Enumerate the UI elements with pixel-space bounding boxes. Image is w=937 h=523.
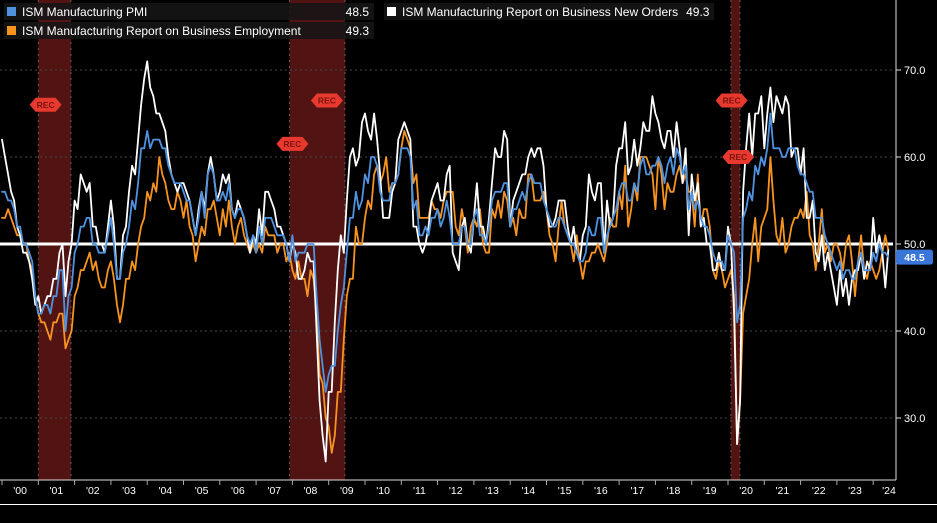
x-tick-label: '03 xyxy=(122,485,136,497)
y-tick-label: 60.0 xyxy=(904,152,925,164)
legend-row-1: ISM Manufacturing PMI 48.5 ISM Manufactu… xyxy=(4,3,715,20)
y-tick-label: 50.0 xyxy=(904,239,925,251)
legend-label-employment: ISM Manufacturing Report on Business Emp… xyxy=(22,23,301,38)
x-tick-label: '17 xyxy=(630,485,644,497)
legend-value-new-orders: 49.3 xyxy=(686,4,710,19)
rec-badge-label: REC xyxy=(729,152,747,162)
last-value-badge-text: 48.5 xyxy=(904,252,925,264)
x-tick-label: '11 xyxy=(413,485,426,497)
legend-value-pmi: 48.5 xyxy=(345,4,369,19)
rec-badge: REC xyxy=(310,93,343,108)
legend-swatch-employment-icon xyxy=(7,26,16,35)
rec-badge-label: REC xyxy=(37,100,55,110)
rec-badge-label: REC xyxy=(723,96,741,106)
x-tick-label: '07 xyxy=(267,485,281,497)
rec-badge: REC xyxy=(276,136,309,151)
legend-value-employment: 49.3 xyxy=(345,23,369,38)
legend-item-new-orders[interactable]: ISM Manufacturing Report on Business New… xyxy=(384,3,715,20)
x-tick-label: '09 xyxy=(340,485,354,497)
legend-label-new-orders: ISM Manufacturing Report on Business New… xyxy=(402,4,679,19)
recession-band xyxy=(38,0,71,480)
y-tick-label: 70.0 xyxy=(904,65,925,77)
legend: ISM Manufacturing PMI 48.5 ISM Manufactu… xyxy=(4,3,715,41)
legend-item-employment[interactable]: ISM Manufacturing Report on Business Emp… xyxy=(4,22,374,39)
status-bar: NAPMPMI Index (ISM Manufacturing PMI SA)… xyxy=(0,504,937,523)
x-tick-label: '04 xyxy=(158,485,172,497)
x-tick-label: '20 xyxy=(739,485,753,497)
rec-badge-label: REC xyxy=(283,139,301,149)
series-line-pmi xyxy=(1,112,890,393)
legend-swatch-new-orders-icon xyxy=(387,7,396,16)
x-tick-label: '06 xyxy=(231,485,245,497)
x-tick-label: '24 xyxy=(882,485,896,497)
x-tick-label: '19 xyxy=(703,485,717,497)
rec-badge: REC xyxy=(722,150,755,164)
recession-band xyxy=(289,0,345,480)
series-line-employment xyxy=(1,129,890,454)
x-tick-label: '12 xyxy=(449,485,463,497)
x-tick-label: '18 xyxy=(667,485,681,497)
legend-swatch-pmi-icon xyxy=(7,7,16,16)
x-tick-label: '01 xyxy=(50,485,64,497)
legend-item-pmi[interactable]: ISM Manufacturing PMI 48.5 xyxy=(4,3,374,20)
rec-badge-label: REC xyxy=(318,96,336,106)
x-tick-label: '15 xyxy=(558,485,572,497)
x-tick-label: '00 xyxy=(13,485,27,497)
recession-band xyxy=(730,0,740,480)
x-tick-label: '23 xyxy=(848,485,862,497)
x-tick-label: '16 xyxy=(594,485,608,497)
x-tick-label: '14 xyxy=(521,485,535,497)
x-tick-label: '10 xyxy=(376,485,390,497)
x-tick-label: '08 xyxy=(304,485,318,497)
x-tick-label: '02 xyxy=(86,485,100,497)
series-line-new-orders xyxy=(1,60,890,463)
x-tick-label: '13 xyxy=(485,485,499,497)
y-tick-label: 30.0 xyxy=(904,413,925,425)
x-tick-label: '21 xyxy=(776,485,790,497)
rec-badge: REC xyxy=(29,97,62,112)
last-value-badge: 48.5 xyxy=(896,249,933,265)
y-tick-label: 40.0 xyxy=(904,326,925,338)
legend-row-2: ISM Manufacturing Report on Business Emp… xyxy=(4,22,714,39)
x-tick-label: '22 xyxy=(812,485,826,497)
x-tick-label: '05 xyxy=(195,485,209,497)
legend-label-pmi: ISM Manufacturing PMI xyxy=(22,4,148,19)
rec-badge: REC xyxy=(715,93,748,108)
